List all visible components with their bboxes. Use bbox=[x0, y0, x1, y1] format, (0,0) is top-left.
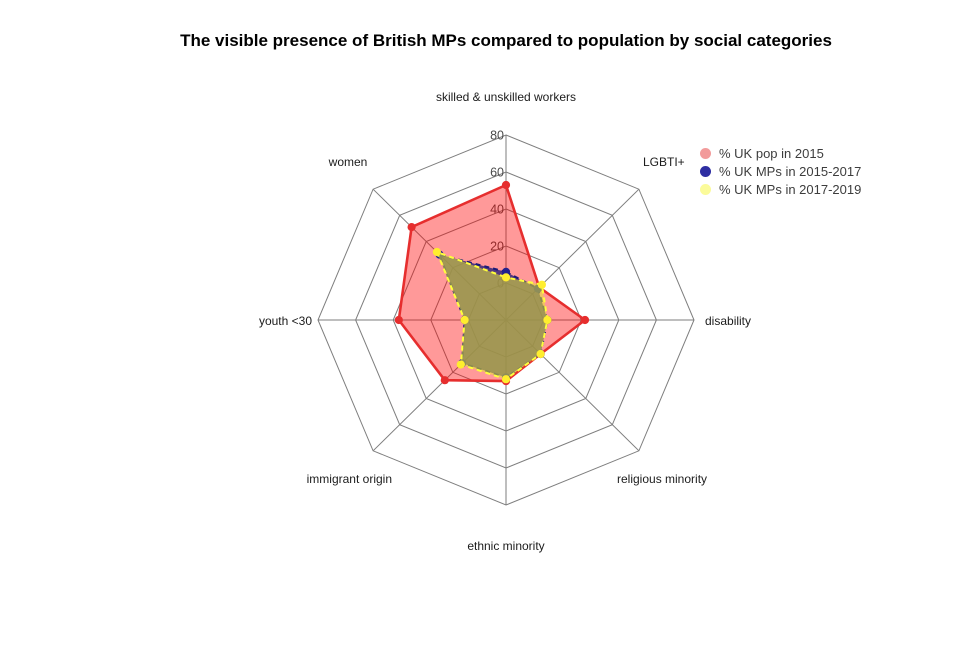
axis-tick-label: 80 bbox=[490, 129, 504, 143]
data-point bbox=[580, 315, 590, 325]
data-point bbox=[543, 315, 552, 325]
data-point bbox=[501, 180, 511, 190]
axis-label-skilled-unskilled-workers: skilled & unskilled workers bbox=[435, 90, 577, 104]
legend-dot-mps-2015-2017-icon bbox=[700, 165, 711, 177]
data-point bbox=[501, 375, 511, 384]
data-point bbox=[432, 247, 441, 257]
axis-label-lgbti: LGBTI+ bbox=[643, 155, 685, 169]
legend-dot-mps-2017-2019-icon bbox=[700, 183, 711, 195]
data-point bbox=[407, 223, 416, 232]
legend-item: % UK pop in 2015 bbox=[700, 145, 861, 161]
axis-tick-label: 20 bbox=[490, 240, 504, 254]
data-point bbox=[501, 273, 511, 282]
axis-tick-label: 40 bbox=[490, 203, 504, 217]
legend-item-label: % UK MPs in 2015-2017 bbox=[719, 163, 862, 179]
axis-label-women: women bbox=[328, 155, 368, 169]
axis-label-youth-under-30: youth <30 bbox=[258, 314, 312, 328]
radar-series bbox=[394, 180, 590, 386]
data-point bbox=[460, 315, 469, 325]
axis-label-religious-minority: religious minority bbox=[617, 472, 708, 486]
legend-item-label: % UK pop in 2015 bbox=[719, 145, 824, 161]
data-point bbox=[394, 315, 403, 325]
chart-title: The visible presence of British MPs comp… bbox=[180, 31, 832, 50]
axis-tick-label: 60 bbox=[490, 166, 504, 180]
legend-item: % UK MPs in 2017-2019 bbox=[700, 181, 862, 197]
axis-label-ethnic-minority: ethnic minority bbox=[467, 539, 545, 553]
legend-item: % UK MPs in 2015-2017 bbox=[700, 163, 862, 179]
series-2 bbox=[432, 247, 552, 384]
axis-label-disability: disability bbox=[705, 314, 752, 328]
data-point bbox=[456, 360, 465, 369]
data-point bbox=[536, 349, 545, 359]
legend-dot-pop-2015-icon bbox=[700, 147, 711, 159]
data-point bbox=[440, 376, 449, 385]
axis-label-immigrant-origin: immigrant origin bbox=[306, 472, 392, 486]
legend-item-label: % UK MPs in 2017-2019 bbox=[719, 181, 862, 197]
legend: % UK pop in 2015 % UK MPs in 2015-2017 %… bbox=[700, 145, 862, 197]
data-point bbox=[537, 280, 547, 289]
